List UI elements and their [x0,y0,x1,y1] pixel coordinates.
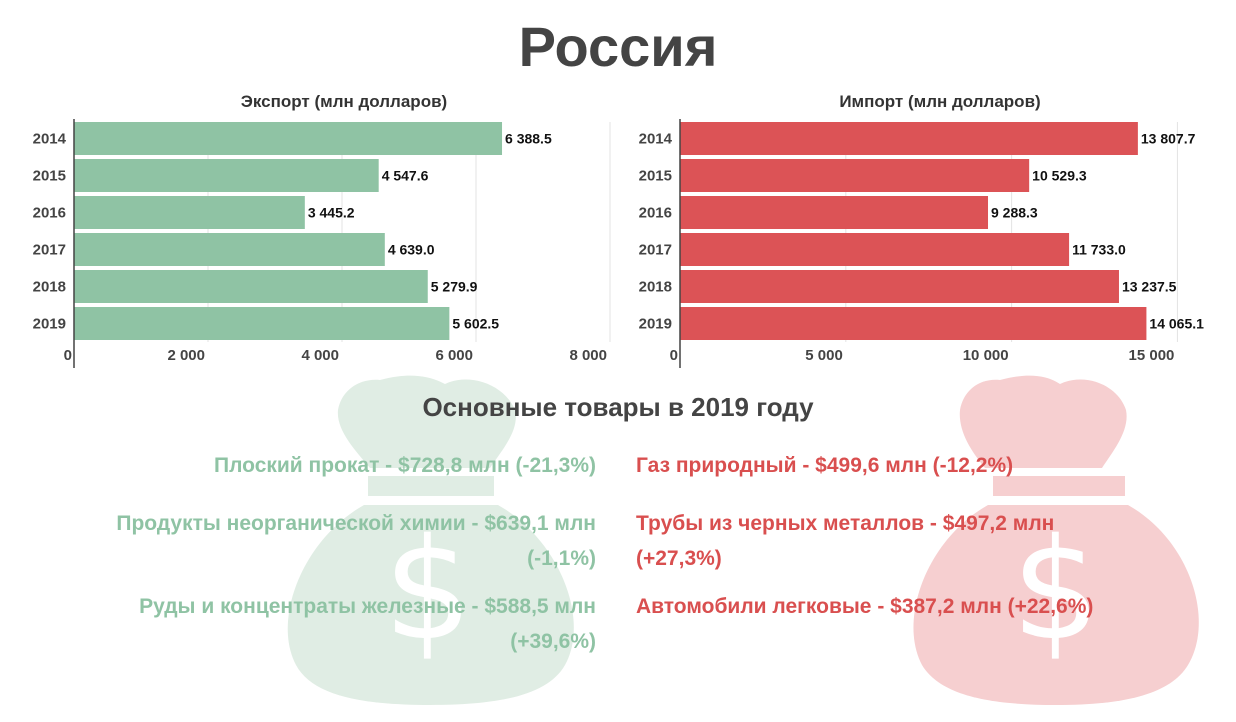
export-category-label: 2017 [33,242,66,259]
import-category-label: 2017 [639,242,672,259]
export-tick-label: 8 000 [569,347,607,364]
export-bar-2016 [74,196,305,229]
export-category-label: 2016 [33,205,66,222]
import-category-label: 2016 [639,205,672,222]
export-tick-label: 2 000 [167,347,205,364]
export-bar-2014 [74,122,503,155]
export-tick-label: 6 000 [435,347,473,364]
import-bar-2019 [680,307,1147,340]
export-bar-2018 [74,270,428,303]
import-value-label: 10 529.3 [1032,168,1087,184]
import-good-1: Газ природный - $499,6 млн (-12,2%) [636,454,1014,477]
import-value-label: 13 807.7 [1141,131,1196,147]
import-category-label: 2018 [639,279,672,296]
import-good-3: Автомобили легковые - $387,2 млн (+22,6%… [636,595,1094,618]
import-tick-label: 5 000 [805,347,843,364]
import-value-label: 14 065.1 [1149,316,1204,332]
page-title: Россия [518,15,718,78]
import-chart-title: Импорт (млн долларов) [839,92,1041,111]
money-bag-dollar-icon: $ [287,375,574,705]
export-value-label: 4 639.0 [388,242,435,258]
export-tick-label: 0 [64,347,72,364]
import-category-label: 2019 [639,316,672,333]
svg-text:$: $ [1011,509,1100,672]
export-value-label: 5 602.5 [452,316,499,332]
import-category-label: 2015 [639,168,672,185]
goods-subtitle: Основные товары в 2019 году [422,392,814,422]
import-bar-2015 [680,159,1030,192]
import-bar-2014 [680,122,1138,155]
export-bar-2015 [74,159,379,192]
export-category-label: 2014 [33,131,67,148]
export-category-label: 2019 [33,316,66,333]
export-value-label: 6 388.5 [505,131,552,147]
import-value-label: 9 288.3 [991,205,1038,221]
export-chart-title: Экспорт (млн долларов) [240,92,448,111]
export-good-3: Руды и концентраты железные - $588,5 млн… [139,595,596,653]
export-value-label: 5 279.9 [431,279,478,295]
export-bar-2017 [74,233,385,266]
import-bar-2018 [680,270,1119,303]
export-value-label: 3 445.2 [308,205,355,221]
import-tick-label: 10 000 [963,347,1009,364]
import-bar-2016 [680,196,989,229]
export-good-2: Продукты неорганической химии - $639,1 м… [116,512,596,570]
export-category-label: 2018 [33,279,66,296]
import-tick-label: 15 000 [1129,347,1175,364]
import-bar-2017 [680,233,1070,266]
export-bar-2019 [74,307,450,340]
import-category-label: 2014 [639,131,673,148]
import-tick-label: 0 [670,347,678,364]
export-good-1: Плоский прокат - $728,8 млн (-21,3%) [213,454,596,477]
export-category-label: 2015 [33,168,66,185]
money-bag-dollar-icon: $ [913,375,1199,705]
import-value-label: 11 733.0 [1072,242,1126,258]
export-value-label: 4 547.6 [382,168,429,184]
import-value-label: 13 237.5 [1122,279,1177,295]
export-tick-label: 4 000 [301,347,339,364]
import-good-2: Трубы из черных металлов - $497,2 млн (+… [636,512,1055,570]
svg-text:$: $ [383,509,472,672]
